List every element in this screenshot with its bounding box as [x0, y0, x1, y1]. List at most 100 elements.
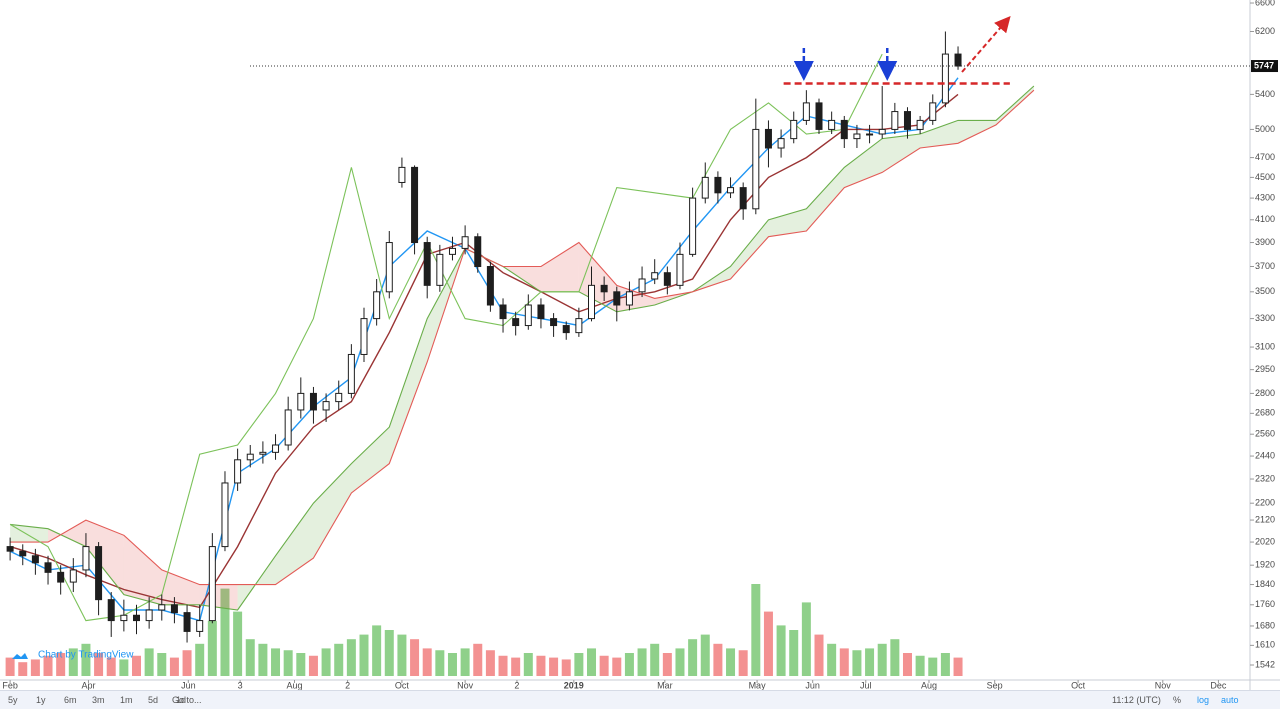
candle-body: [259, 451, 267, 455]
candle-body: [309, 392, 317, 411]
candle-body: [57, 571, 65, 583]
candle-body: [752, 128, 760, 210]
cloud-fill: [389, 318, 428, 464]
candle-body: [524, 304, 532, 327]
volume-bar: [447, 653, 457, 676]
candle-body: [550, 318, 558, 327]
volume-bar: [94, 653, 104, 676]
volume-bar: [473, 643, 483, 676]
volume-bar: [511, 657, 521, 676]
toolbar-button[interactable]: auto: [1221, 695, 1239, 705]
volume-layer: [5, 584, 963, 676]
toolbar-button[interactable]: 5d: [148, 695, 159, 705]
candle-body: [866, 133, 874, 136]
last-price-label: 5747: [1254, 60, 1274, 70]
plot-area: [0, 0, 1250, 680]
cloud-fill: [48, 520, 86, 547]
toolbar-button[interactable]: 1y: [36, 695, 46, 705]
candle-body: [537, 304, 545, 320]
candle-body: [941, 53, 949, 104]
credit-logo: [12, 653, 28, 659]
candle-body: [19, 550, 27, 557]
y-tick-label: 4500: [1255, 172, 1275, 182]
volume-bar: [410, 639, 420, 676]
indicator-layer: [9, 53, 1035, 622]
toolbar-button[interactable]: 3m: [92, 695, 105, 705]
volume-bar: [258, 643, 268, 676]
y-tick-label: 1680: [1255, 620, 1275, 630]
y-tick-label: 2440: [1255, 450, 1275, 460]
volume-bar: [321, 648, 331, 676]
cloud-fill: [995, 86, 1034, 125]
candle-body: [145, 609, 153, 622]
candle-body: [840, 119, 848, 140]
volume-bar: [827, 643, 837, 676]
volume-bar: [523, 653, 533, 676]
volume-bar: [574, 653, 584, 676]
candle-body: [802, 102, 810, 121]
y-tick-label: 3900: [1255, 237, 1275, 247]
candle-body: [69, 569, 77, 583]
indicator-line: [9, 53, 883, 622]
candle-body: [347, 353, 355, 394]
toolbar-button[interactable]: 6m: [64, 695, 77, 705]
x-tick-label: Mar: [657, 680, 673, 690]
volume-bar: [81, 643, 91, 676]
toolbar-button[interactable]: %: [1173, 695, 1182, 705]
candle-body: [423, 242, 431, 286]
volume-bar: [700, 634, 710, 676]
y-tick-label: 1920: [1255, 560, 1275, 570]
volume-bar: [839, 648, 849, 676]
x-tick-label: Feb: [2, 680, 18, 690]
volume-bar: [953, 657, 963, 676]
cloud-fill: [844, 138, 883, 188]
volume-bar: [612, 657, 622, 676]
volume-bar: [751, 584, 761, 676]
toolbar-button[interactable]: 5y: [8, 695, 18, 705]
candle-body: [398, 166, 406, 183]
y-tick-label: 5400: [1255, 89, 1275, 99]
cloud-fill: [123, 535, 162, 605]
candle-layer: [6, 31, 962, 643]
y-tick-label: 3500: [1255, 286, 1275, 296]
candle-body: [562, 325, 570, 334]
x-tick-label: 2: [514, 680, 519, 690]
y-tick-label: 2950: [1255, 364, 1275, 374]
candle-body: [6, 546, 14, 552]
candle-body: [651, 272, 659, 280]
candle-body: [322, 401, 330, 411]
volume-bar: [763, 611, 773, 676]
toolbar-button[interactable]: log: [1197, 695, 1210, 705]
candle-body: [575, 318, 583, 334]
x-tick-label: Aug: [286, 680, 302, 690]
candle-body: [208, 546, 216, 622]
toolbar: 5y 1y 6m 3m 1m 5d 1d Go to... 11:12 (UTC)% log aut…: [0, 690, 1280, 709]
toolbar-time: 11:12 (UTC): [1112, 695, 1161, 705]
x-tick-label: May: [749, 680, 767, 690]
volume-bar: [245, 639, 255, 676]
x-tick-label: Jun: [181, 680, 196, 690]
toolbar-button[interactable]: Go to...: [172, 695, 202, 705]
x-tick-label: Nov: [457, 680, 474, 690]
candle-body: [777, 138, 785, 149]
y-tick-label: 2120: [1255, 514, 1275, 524]
volume-bar: [30, 659, 40, 676]
toolbar-button[interactable]: 1d: [176, 695, 187, 705]
y-tick-label: 1760: [1255, 599, 1275, 609]
candle-body: [335, 392, 343, 403]
toolbar-button[interactable]: 1m: [120, 695, 133, 705]
y-tick-label: 3100: [1255, 341, 1275, 351]
cloud-fill: [806, 167, 845, 232]
volume-bar: [43, 655, 53, 676]
volume-bar: [624, 653, 634, 676]
volume-bar: [599, 655, 609, 676]
y-tick-label: 6200: [1255, 26, 1275, 36]
candle-body: [663, 272, 671, 286]
y-tick-label: 6600: [1255, 0, 1275, 7]
y-tick-label: 2020: [1255, 536, 1275, 546]
candle-body: [246, 453, 254, 461]
candle-body: [461, 236, 469, 249]
volume-bar: [119, 659, 129, 676]
candle-body: [764, 128, 772, 149]
volume-bar: [485, 650, 495, 676]
